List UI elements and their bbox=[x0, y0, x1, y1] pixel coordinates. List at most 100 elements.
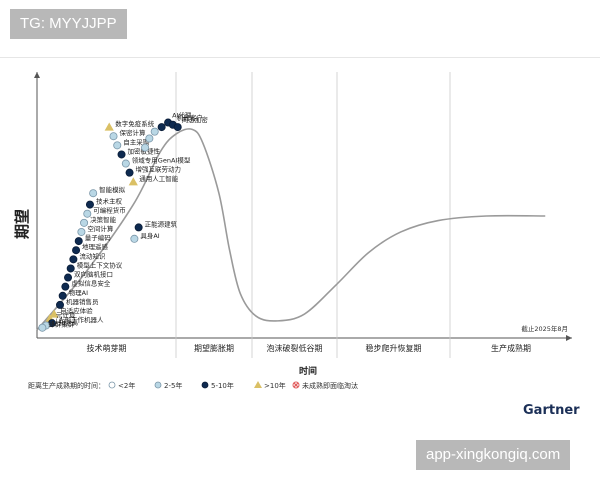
legend-item: 2-5年 bbox=[154, 381, 182, 390]
data-point: 技术主权 bbox=[85, 197, 123, 209]
point-label: 模型上下文协议 bbox=[77, 260, 123, 269]
point-label: 元计算 bbox=[56, 311, 76, 320]
data-point: 具身AI bbox=[130, 231, 160, 243]
circle-marker bbox=[56, 300, 65, 309]
circle-marker bbox=[85, 200, 94, 209]
point-label: 正能源建筑 bbox=[145, 219, 178, 228]
legend-label: >10年 bbox=[264, 381, 286, 390]
data-point: 空间计算 bbox=[77, 224, 114, 236]
phase-label: 稳步爬升恢复期 bbox=[366, 343, 422, 353]
circle-marker bbox=[64, 273, 73, 282]
point-label: 同态加密 bbox=[182, 115, 209, 124]
circle-marker bbox=[109, 132, 118, 141]
circle-marker bbox=[150, 127, 159, 136]
circle-marker bbox=[121, 159, 130, 168]
point-label: AI代理 bbox=[172, 111, 192, 120]
circle-marker bbox=[58, 291, 67, 300]
data-point: 决策智能 bbox=[80, 215, 117, 227]
circle-marker bbox=[80, 218, 89, 227]
data-point: 数字免疫系统 bbox=[104, 119, 155, 131]
data-point: 智能模拟 bbox=[89, 185, 126, 198]
y-axis-label: 期望 bbox=[13, 209, 31, 239]
data-point bbox=[145, 134, 154, 143]
phase-label: 技术萌芽期 bbox=[87, 343, 127, 353]
data-point: 增强互联劳动力 bbox=[125, 165, 181, 177]
circle-marker bbox=[145, 134, 154, 143]
point-label: 空间计算 bbox=[87, 224, 114, 233]
obsolete-cross bbox=[293, 382, 299, 388]
circle-marker bbox=[69, 255, 78, 264]
point-label: 虚拟信息安全 bbox=[71, 279, 111, 288]
point-label: 物理AI bbox=[69, 288, 88, 297]
point-label: 流动知识 bbox=[79, 251, 106, 260]
point-label: 领域专用GenAI模型 bbox=[132, 156, 191, 165]
point-label: 数字免疫系统 bbox=[115, 119, 155, 128]
point-label: 具身AI bbox=[140, 231, 159, 240]
hype-curve bbox=[36, 128, 546, 331]
data-point: 正能源建筑 bbox=[134, 219, 178, 232]
circle-marker bbox=[113, 141, 122, 150]
legend-item: 未成熟即面临淘汰 bbox=[292, 381, 358, 390]
data-point: 机器销售员 bbox=[56, 297, 99, 309]
data-point: 领域专用GenAI模型 bbox=[121, 156, 191, 168]
circle-marker bbox=[157, 123, 166, 132]
data-point: 量子编码 bbox=[74, 233, 112, 246]
circle-marker bbox=[89, 189, 98, 198]
circle-marker bbox=[77, 227, 86, 236]
data-point bbox=[157, 123, 166, 132]
phase-label: 期望膨胀期 bbox=[194, 343, 234, 353]
point-label: 人形工作机器人 bbox=[58, 315, 104, 324]
point-label: 量子编码 bbox=[85, 233, 112, 242]
data-point: 地理遥感 bbox=[72, 242, 109, 255]
data-point: 蜂群集群 bbox=[38, 320, 75, 332]
circle-marker bbox=[38, 323, 47, 332]
divider bbox=[0, 57, 600, 58]
circle-marker bbox=[130, 234, 139, 243]
point-label: 可编程货币 bbox=[93, 206, 126, 215]
point-label: 双向脑机接口 bbox=[74, 270, 113, 279]
circle-marker bbox=[173, 123, 182, 132]
circle-marker bbox=[61, 282, 70, 291]
phase-label: 生产成熟期 bbox=[491, 343, 531, 353]
circle-marker bbox=[125, 168, 134, 177]
circle-marker bbox=[72, 246, 81, 255]
legend-title: 距离生产成熟期的时间： bbox=[28, 381, 105, 390]
x-axis-arrow bbox=[566, 335, 572, 341]
y-axis-arrow bbox=[34, 72, 40, 78]
gartner-logo: Gartner bbox=[523, 403, 580, 418]
point-label: 机器销售员 bbox=[66, 297, 99, 306]
data-point: 流动知识 bbox=[69, 251, 106, 264]
data-point: 通用人工智能 bbox=[128, 174, 179, 186]
point-label: 蜂群集群 bbox=[48, 320, 75, 329]
circle-marker bbox=[83, 209, 92, 218]
legend-label: 2-5年 bbox=[164, 381, 182, 390]
point-label: 自适应体验 bbox=[60, 306, 93, 315]
circle-marker bbox=[201, 381, 209, 389]
circle-marker bbox=[117, 150, 126, 159]
triangle-marker bbox=[104, 122, 114, 131]
point-label: 保密计算 bbox=[120, 128, 147, 137]
point-label: 技术主权 bbox=[96, 197, 123, 206]
data-point: 双向脑机接口 bbox=[64, 270, 113, 282]
watermark-top: TG: MYYJJPP bbox=[10, 9, 127, 39]
legend: <2年 2-5年 5-10年 >10年 未成熟即面临淘汰 bbox=[108, 381, 358, 390]
phase-label: 泡沫破裂低谷期 bbox=[267, 343, 323, 353]
point-label: 地理遥感 bbox=[82, 242, 109, 251]
data-point: 自主采购 bbox=[113, 137, 150, 150]
legend-item: >10年 bbox=[254, 381, 286, 390]
x-axis-label: 时间 bbox=[299, 365, 317, 377]
point-label: 机器客户 bbox=[177, 113, 203, 122]
legend-label: 未成熟即面临淘汰 bbox=[302, 381, 358, 390]
data-point bbox=[150, 127, 159, 136]
data-point: 保密计算 bbox=[109, 128, 147, 141]
point-label: 决策智能 bbox=[90, 215, 117, 224]
circle-marker bbox=[108, 381, 116, 389]
point-label: 认知剥离 bbox=[52, 317, 79, 326]
watermark-bottom: app-xingkongiq.com bbox=[416, 440, 571, 470]
data-point: 物理AI bbox=[58, 288, 88, 300]
triangle-marker bbox=[49, 309, 59, 318]
point-label: 智能模拟 bbox=[99, 185, 126, 194]
plot-area: 技术萌芽期 期望膨胀期 泡沫破裂低谷期 稳步爬升恢复期 生产成熟期 数字免疫系统保密计算自… bbox=[34, 72, 572, 358]
circle-marker bbox=[74, 237, 83, 246]
